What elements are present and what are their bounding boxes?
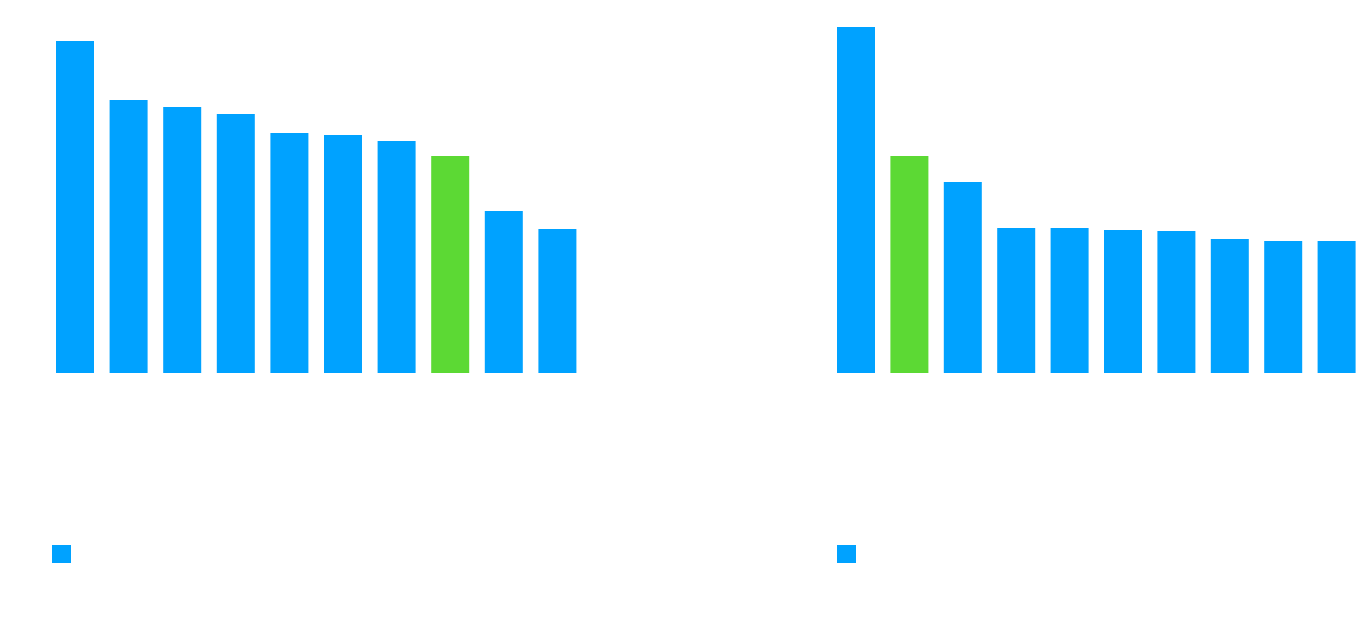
bar [538,229,577,373]
bar [324,135,362,373]
bar [890,156,929,373]
bar [431,156,470,373]
bar [1157,231,1196,373]
bar [837,27,875,373]
bar [1210,239,1249,373]
legend-swatch [837,545,856,563]
bar [1317,241,1356,373]
chart-right [837,27,1356,563]
bar [484,211,523,373]
bar [270,133,309,373]
bar [997,228,1036,373]
bar [377,141,416,373]
bar [1264,241,1303,373]
bar [56,41,94,373]
bar [1104,230,1142,373]
bar [943,182,982,373]
chart-left [52,41,577,563]
bar [216,114,255,373]
legend-swatch [52,545,71,563]
bar [1050,228,1089,373]
bar [163,107,202,373]
bar [109,100,148,373]
